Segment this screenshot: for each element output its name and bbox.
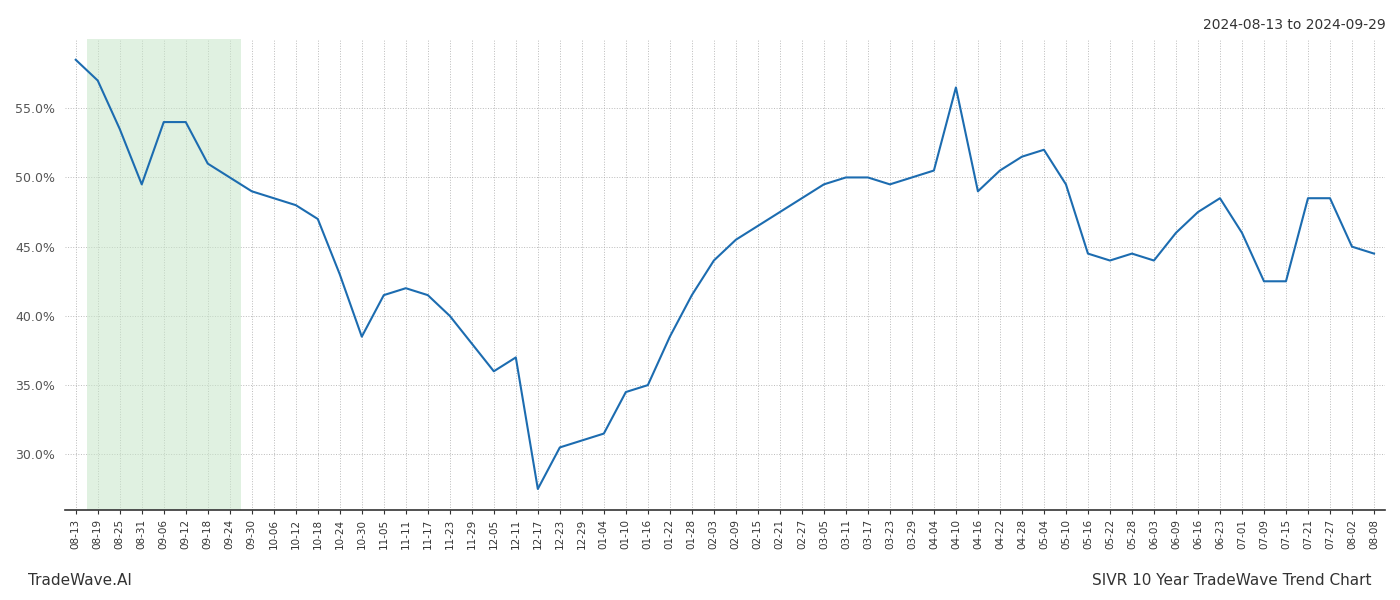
Text: TradeWave.AI: TradeWave.AI (28, 573, 132, 588)
Text: SIVR 10 Year TradeWave Trend Chart: SIVR 10 Year TradeWave Trend Chart (1092, 573, 1372, 588)
Bar (87, 39, 241, 510)
Text: 2024-08-13 to 2024-09-29: 2024-08-13 to 2024-09-29 (1203, 18, 1386, 32)
